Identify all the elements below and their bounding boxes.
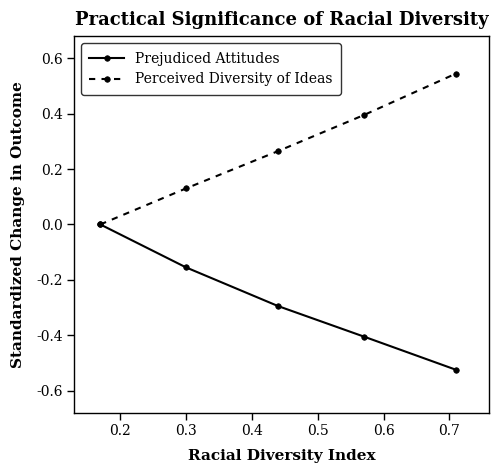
Prejudiced Attitudes xyxy=(98,222,103,228)
Perceived Diversity of Ideas xyxy=(98,222,103,228)
Prejudiced Attitudes xyxy=(361,334,367,339)
Line: Perceived Diversity of Ideas: Perceived Diversity of Ideas xyxy=(98,71,458,227)
X-axis label: Racial Diversity Index: Racial Diversity Index xyxy=(188,449,375,463)
Perceived Diversity of Ideas xyxy=(183,186,189,191)
Perceived Diversity of Ideas xyxy=(361,112,367,118)
Title: Practical Significance of Racial Diversity: Practical Significance of Racial Diversi… xyxy=(74,11,488,29)
Prejudiced Attitudes xyxy=(275,303,281,309)
Line: Prejudiced Attitudes: Prejudiced Attitudes xyxy=(98,222,458,373)
Y-axis label: Standardized Change in Outcome: Standardized Change in Outcome xyxy=(11,81,25,368)
Prejudiced Attitudes xyxy=(453,367,459,373)
Prejudiced Attitudes xyxy=(183,264,189,270)
Legend: Prejudiced Attitudes, Perceived Diversity of Ideas: Prejudiced Attitudes, Perceived Diversit… xyxy=(81,43,341,95)
Perceived Diversity of Ideas xyxy=(453,71,459,76)
Perceived Diversity of Ideas xyxy=(275,148,281,154)
